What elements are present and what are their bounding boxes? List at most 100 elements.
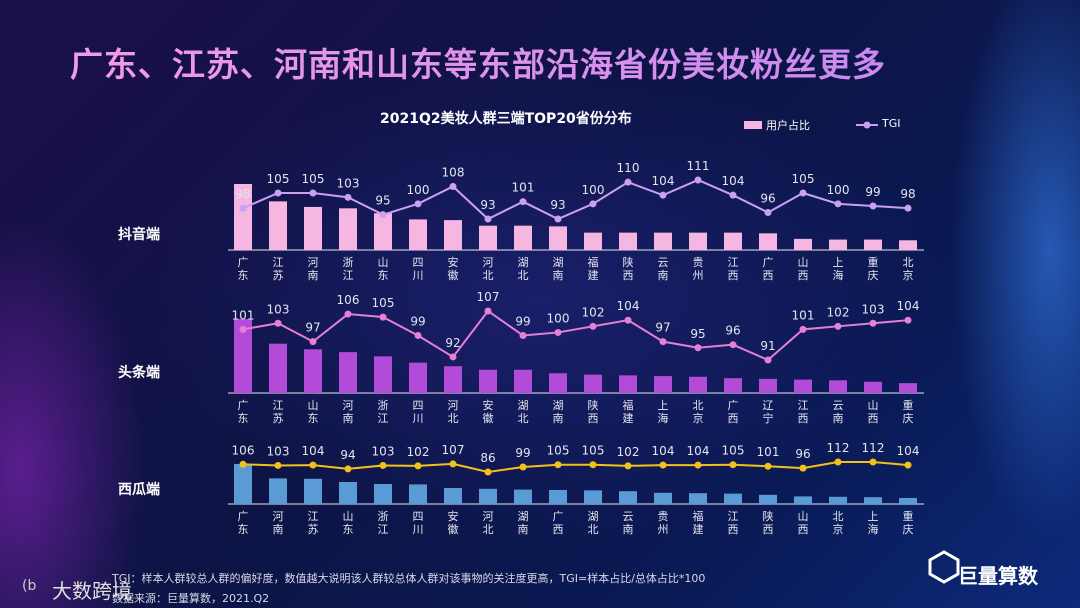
x-tick-label: 湖南 [517,510,529,536]
tgi-point [869,319,877,327]
data-label: 100 [827,183,850,197]
bar [514,489,532,504]
data-label: 103 [267,444,290,458]
logo-left: 大数跨境 [52,579,132,603]
bar [619,232,637,250]
bar [899,498,917,504]
x-tick-label: 江西 [797,399,809,425]
x-tick-label: 河南 [272,510,284,536]
data-label: 91 [760,339,775,353]
x-tick-label: 重庆 [867,256,879,282]
tgi-point [519,463,527,471]
tgi-point [379,461,387,469]
footnote: TGI：样本人群较总人群的偏好度，数值越大说明该人群较总体人群对该事物的关注度更… [112,572,706,585]
data-label: 100 [582,183,605,197]
tgi-point [694,461,702,469]
tgi-point [589,322,597,330]
x-tick-label: 上海 [657,399,669,425]
data-label: 100 [547,311,570,325]
x-tick-label: 安徽 [447,256,459,282]
data-label: 86 [480,451,495,465]
data-label: 106 [232,443,255,457]
tgi-point [274,319,282,327]
x-tick-label: 贵州 [657,510,669,536]
tgi-point [694,176,702,184]
bar [234,184,252,250]
data-label: 101 [232,308,255,322]
bar [339,208,357,250]
bar [479,488,497,504]
bar [724,493,742,504]
tgi-point [309,461,317,469]
x-tick-label: 云南 [622,510,634,536]
x-tick-label: 浙江 [377,399,389,425]
data-label: 101 [512,181,535,195]
data-label: 104 [652,174,675,188]
tgi-point [904,461,912,469]
bar [724,378,742,393]
tgi-point [904,204,912,212]
x-tick-label: 江苏 [272,399,284,425]
data-label: 101 [792,308,815,322]
bar [829,380,847,393]
bar [899,240,917,250]
tgi-point [239,460,247,468]
x-tick-label: 广西 [552,510,564,536]
data-label: 103 [337,176,360,190]
bar [549,373,567,393]
data-label: 99 [515,446,530,460]
tgi-point [309,189,317,197]
x-tick-label: 山西 [797,510,809,536]
data-label: 93 [550,198,565,212]
x-tick-label: 北京 [902,256,914,282]
data-label: 105 [792,172,815,186]
x-tick-label: 陕西 [622,256,634,282]
bar [514,225,532,250]
tgi-point [834,322,842,330]
data-label: 103 [372,444,395,458]
x-tick-label: 浙江 [342,256,354,282]
data-label: 110 [617,161,640,175]
data-label: 107 [442,443,465,457]
x-tick-label: 四川 [412,256,424,282]
tgi-point [659,191,667,199]
x-tick-label: 陕西 [762,510,774,536]
tgi-point [449,353,457,361]
logo-icon-left: (b [22,578,36,594]
bar [619,375,637,393]
x-tick-label: 山西 [867,399,879,425]
data-label: 112 [827,441,850,455]
x-tick-label: 江西 [727,256,739,282]
x-tick-label: 广东 [237,510,249,536]
data-label: 99 [515,315,530,329]
bar [654,232,672,250]
bar [409,484,427,504]
x-tick-label: 湖南 [552,256,564,282]
data-label: 101 [757,445,780,459]
x-tick-label: 重庆 [902,399,914,425]
x-tick-label: 湖南 [552,399,564,425]
data-label: 98 [235,187,250,201]
bar [304,349,322,393]
x-tick-label: 江苏 [272,256,284,282]
tgi-point [799,325,807,333]
data-label: 105 [722,444,745,458]
data-label: 108 [442,166,465,180]
bar [374,213,392,250]
bar [339,352,357,393]
data-label: 97 [305,321,320,335]
tgi-point [624,178,632,186]
bar [794,496,812,504]
bar [444,488,462,504]
tgi-point [239,325,247,333]
bar [864,239,882,250]
data-label: 103 [862,302,885,316]
data-label: 102 [407,445,430,459]
tgi-line [242,178,909,221]
bar [829,239,847,250]
data-label: 104 [617,299,640,313]
data-label: 104 [687,444,710,458]
data-label: 97 [655,321,670,335]
bar [339,482,357,504]
